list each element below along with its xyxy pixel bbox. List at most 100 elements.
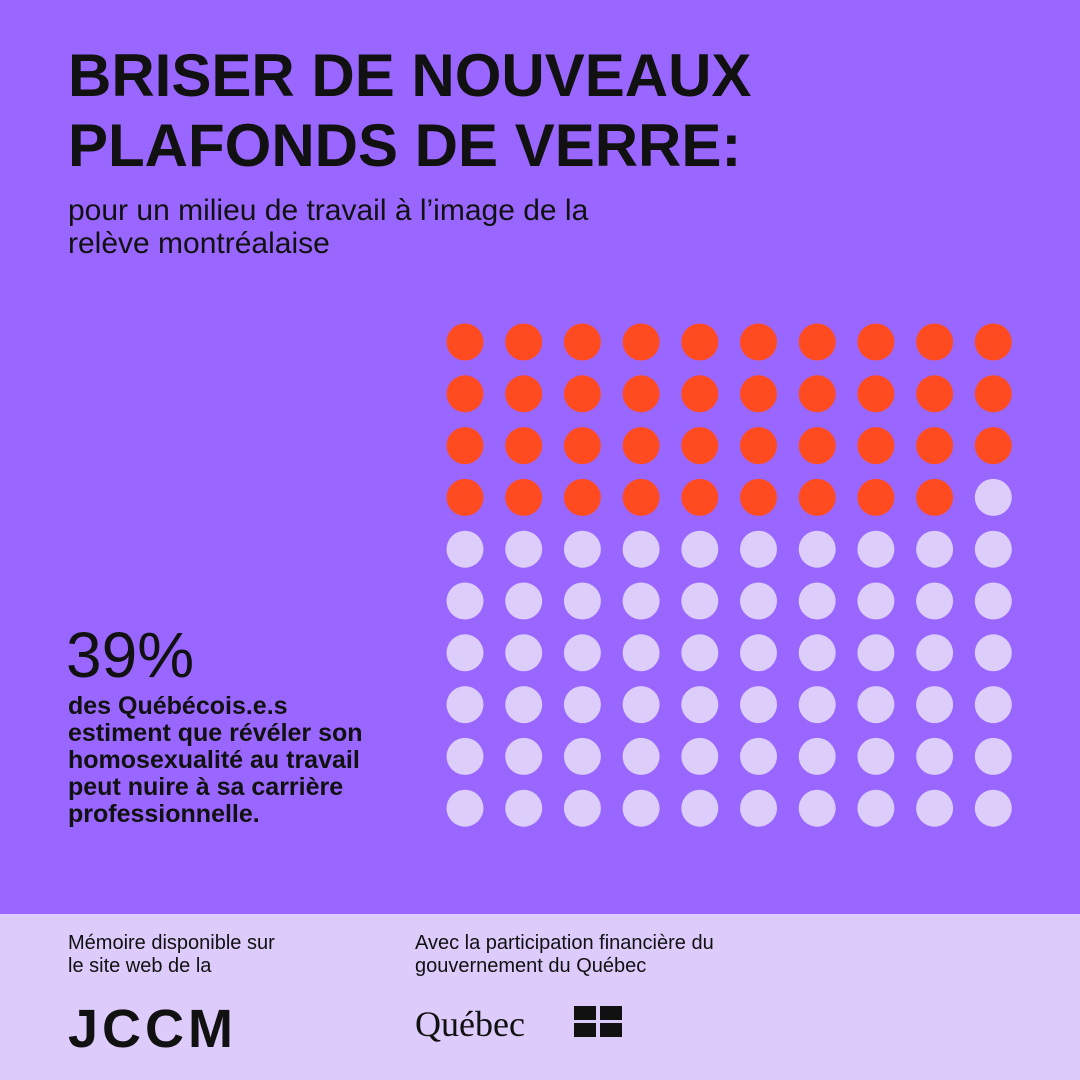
dot-filled xyxy=(446,375,484,413)
dot-filled xyxy=(974,375,1012,413)
caption-line: peut nuire à sa carrière xyxy=(68,773,343,801)
value-label: 39% xyxy=(66,619,194,691)
dot-filled xyxy=(798,427,836,465)
dot-empty xyxy=(563,634,601,672)
dot-filled xyxy=(798,375,836,413)
dot-empty xyxy=(740,530,777,568)
footer-text: Avec la participation financière du xyxy=(415,932,714,954)
dot-empty xyxy=(974,582,1012,620)
dot-filled xyxy=(857,375,895,413)
dot-filled xyxy=(505,427,543,465)
dot-filled xyxy=(798,323,836,361)
dot-empty xyxy=(916,737,954,775)
dot-empty xyxy=(857,789,895,827)
dot-empty xyxy=(916,530,954,568)
dot-empty xyxy=(974,686,1012,724)
dot-filled xyxy=(974,427,1012,465)
dot-filled xyxy=(740,375,777,413)
dot-filled xyxy=(563,478,601,516)
dot-empty xyxy=(622,737,660,775)
caption-line: professionnelle. xyxy=(68,800,260,828)
dot-empty xyxy=(857,737,895,775)
dot-empty xyxy=(563,789,601,827)
dot-filled xyxy=(916,427,954,465)
dot-empty xyxy=(563,737,601,775)
logo-jccm: JCCM xyxy=(68,999,237,1059)
dot-empty xyxy=(446,789,484,827)
dot-empty xyxy=(563,686,601,724)
dot-empty xyxy=(446,686,484,724)
dot-filled xyxy=(740,323,777,361)
dot-empty xyxy=(798,582,836,620)
dot-empty xyxy=(681,789,719,827)
dot-filled xyxy=(681,375,719,413)
dot-filled xyxy=(505,323,543,361)
dot-filled xyxy=(857,478,895,516)
dot-filled xyxy=(446,427,484,465)
dot-filled xyxy=(681,478,719,516)
dot-empty xyxy=(798,686,836,724)
dot-empty xyxy=(622,634,660,672)
dot-filled xyxy=(681,427,719,465)
waffle xyxy=(446,323,1012,827)
dot-empty xyxy=(740,686,777,724)
caption-line: des Québécois.e.s xyxy=(68,692,288,720)
dot-empty xyxy=(974,789,1012,827)
dot-filled xyxy=(505,478,543,516)
flag-icon xyxy=(574,1006,622,1037)
dot-empty xyxy=(916,686,954,724)
dot-filled xyxy=(857,427,895,465)
dot-empty xyxy=(916,634,954,672)
dot-filled xyxy=(622,323,660,361)
dot-empty xyxy=(446,737,484,775)
dot-empty xyxy=(974,530,1012,568)
dot-empty xyxy=(974,634,1012,672)
dot-empty xyxy=(505,686,543,724)
dot-empty xyxy=(681,686,719,724)
dot-empty xyxy=(622,530,660,568)
dot-filled xyxy=(798,478,836,516)
dot-empty xyxy=(916,789,954,827)
subtitle-line: relève montréalaise xyxy=(68,227,330,260)
dot-filled xyxy=(857,323,895,361)
dot-filled xyxy=(916,323,954,361)
dot-empty xyxy=(740,582,777,620)
dot-filled xyxy=(974,323,1012,361)
dot-empty xyxy=(505,789,543,827)
dot-empty xyxy=(505,530,543,568)
footer-text: le site web de la xyxy=(68,955,212,977)
dot-empty xyxy=(446,634,484,672)
dot-empty xyxy=(798,737,836,775)
caption-line: estiment que révéler son xyxy=(68,719,363,747)
dot-empty xyxy=(857,634,895,672)
dot-empty xyxy=(563,530,601,568)
dot-filled xyxy=(563,323,601,361)
dot-empty xyxy=(622,789,660,827)
dot-filled xyxy=(916,478,954,516)
dot-empty xyxy=(681,737,719,775)
footer-text: Mémoire disponible sur xyxy=(68,932,275,954)
dot-empty xyxy=(974,478,1012,516)
dot-empty xyxy=(798,530,836,568)
dot-empty xyxy=(857,582,895,620)
title-line: PLAFONDS DE VERRE: xyxy=(68,112,741,179)
dot-empty xyxy=(798,789,836,827)
dot-empty xyxy=(740,789,777,827)
dot-empty xyxy=(681,582,719,620)
dot-empty xyxy=(857,686,895,724)
dot-filled xyxy=(505,375,543,413)
dot-empty xyxy=(622,686,660,724)
dot-empty xyxy=(622,582,660,620)
dot-empty xyxy=(563,582,601,620)
dot-empty xyxy=(857,530,895,568)
dot-empty xyxy=(681,530,719,568)
dot-empty xyxy=(916,582,954,620)
dot-empty xyxy=(505,634,543,672)
footer-band xyxy=(0,914,1080,1080)
footer-text: gouvernement du Québec xyxy=(415,955,646,977)
title-line: BRISER DE NOUVEAUX xyxy=(68,42,751,109)
logo-quebec: Québec xyxy=(415,1004,525,1044)
